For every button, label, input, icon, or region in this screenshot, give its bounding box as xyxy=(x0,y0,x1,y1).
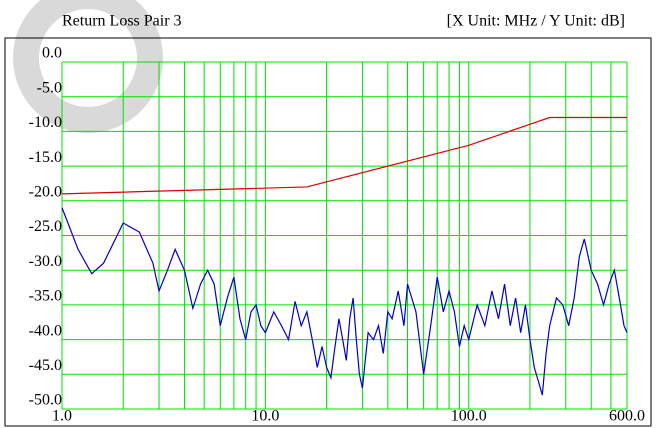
series-line xyxy=(61,207,628,396)
watermark xyxy=(13,0,163,133)
y-tick-label: -10.0 xyxy=(29,114,62,131)
frame xyxy=(4,37,652,427)
y-tick-label: -25.0 xyxy=(29,218,62,235)
y-tick-label: 0.0 xyxy=(42,45,62,62)
x-tick-label: 100.0 xyxy=(451,408,487,425)
series-line xyxy=(61,116,627,195)
chart-subtitle: [X Unit: MHz / Y Unit: dB] xyxy=(447,13,625,30)
y-tick-label: -5.0 xyxy=(37,79,62,96)
y-tick-label: -45.0 xyxy=(29,357,62,374)
plot xyxy=(61,116,628,396)
y-tick-label: -20.0 xyxy=(29,183,62,200)
y-tick-label: -15.0 xyxy=(29,149,62,166)
chart-title: Return Loss Pair 3 xyxy=(62,13,182,30)
y-tick-label: -40.0 xyxy=(29,322,62,339)
y-tick-label: -35.0 xyxy=(29,288,62,305)
y-tick-label: -50.0 xyxy=(29,392,62,409)
x-tick-label: 1.0 xyxy=(52,408,72,425)
grid xyxy=(61,61,628,410)
x-tick-label: 10.0 xyxy=(251,408,279,425)
x-tick-label: 600.0 xyxy=(609,408,645,425)
y-tick-label: -30.0 xyxy=(29,253,62,270)
